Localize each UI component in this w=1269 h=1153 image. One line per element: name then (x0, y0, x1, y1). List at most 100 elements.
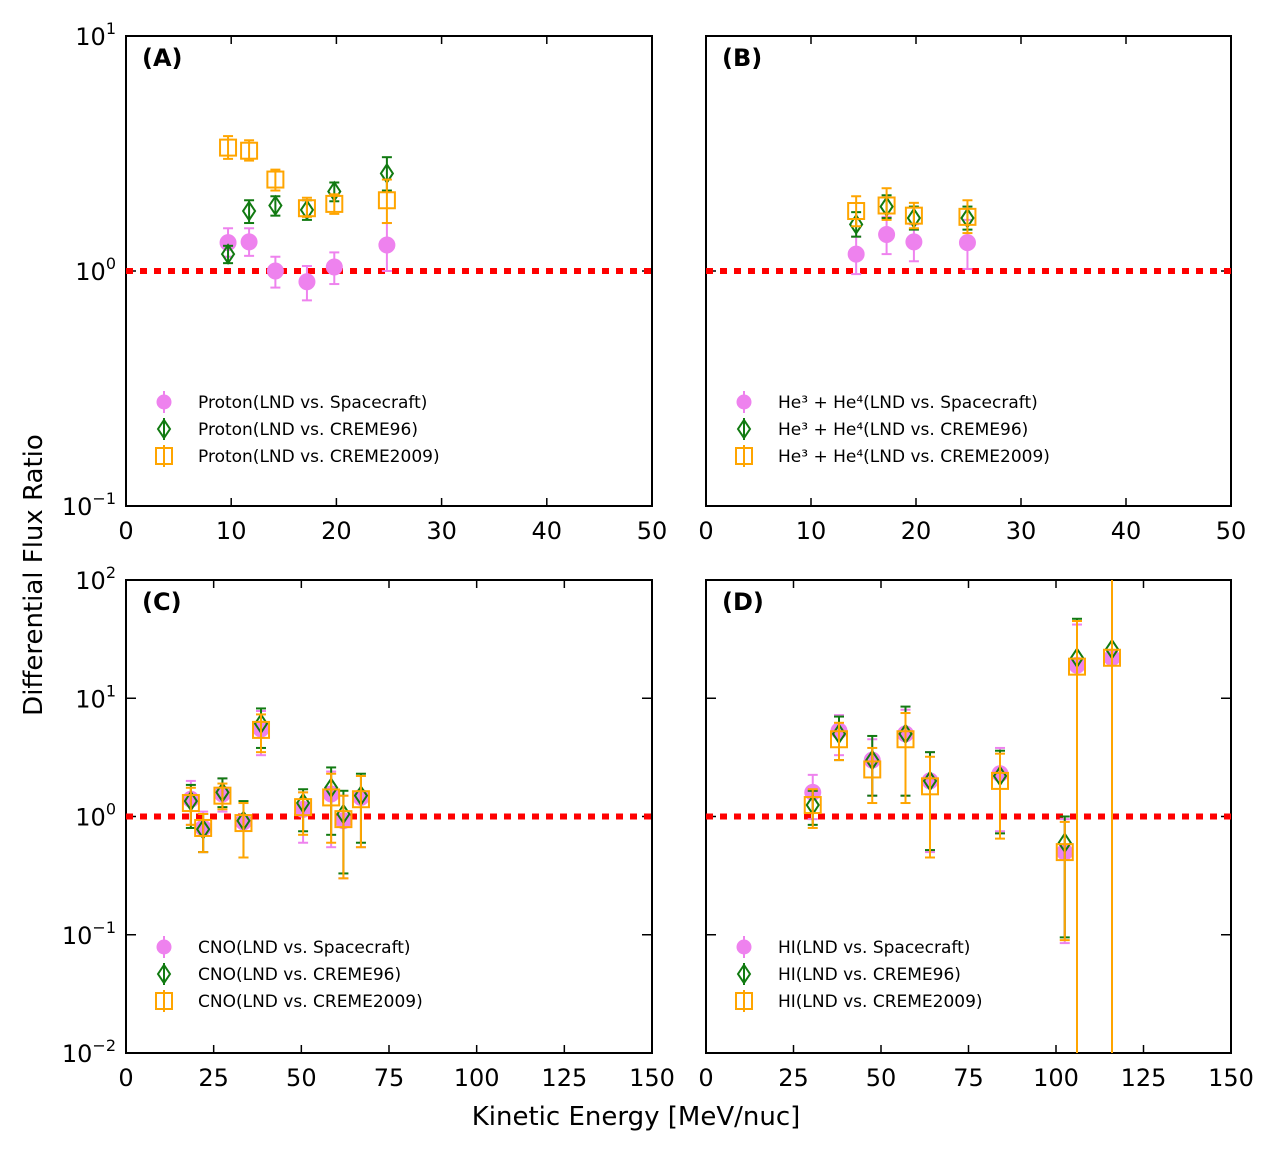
legend-marker (736, 394, 752, 410)
data-point (847, 202, 866, 221)
x-tick-label: 100 (1033, 1064, 1079, 1092)
y-tick-mantissa: 10 (75, 258, 106, 286)
series-circle (182, 710, 370, 880)
x-tick-label: 50 (286, 1064, 317, 1092)
panel-label: (D) (722, 588, 764, 616)
y-tick-mantissa: 10 (75, 685, 106, 713)
x-tick-label: 75 (953, 1064, 984, 1092)
data-point (268, 194, 283, 217)
y-axis-title: Differential Flux Ratio (19, 434, 49, 716)
data-point (241, 200, 257, 222)
x-tick-label: 0 (118, 517, 133, 545)
y-tick-label: 101 (75, 19, 116, 51)
x-tick-label: 25 (778, 1064, 809, 1092)
data-point (1103, 648, 1121, 667)
data-point (334, 810, 353, 829)
panel-label: (C) (142, 588, 182, 616)
data-point (863, 760, 882, 779)
y-tick-exponent: −2 (92, 1036, 116, 1055)
x-tick-label: 10 (796, 517, 827, 545)
data-point (377, 191, 396, 210)
x-tick-label: 150 (1208, 1064, 1254, 1092)
legend-label: Proton(LND vs. CREME2009) (198, 447, 440, 467)
data-point (266, 262, 284, 280)
data-point (958, 234, 976, 252)
legend-label: Proton(LND vs. Spacecraft) (198, 393, 427, 413)
data-point (830, 730, 848, 749)
legend-label: He³ + He⁴(LND vs. Spacecraft) (778, 393, 1038, 413)
legend-label: Proton(LND vs. CREME96) (198, 420, 418, 440)
data-point (299, 199, 315, 221)
legend-marker (156, 394, 172, 410)
x-tick-label: 75 (374, 1064, 405, 1092)
legend-label: CNO(LND vs. CREME2009) (198, 992, 423, 1012)
legend: He³ + He⁴(LND vs. Spacecraft) He³ + He⁴(L… (735, 391, 1050, 467)
x-tick-label: 30 (426, 517, 457, 545)
y-tick-mantissa: 10 (62, 922, 93, 950)
y-tick-exponent: 1 (106, 19, 116, 38)
legend-label: He³ + He⁴(LND vs. CREME96) (778, 420, 1028, 440)
x-tick-label: 20 (321, 517, 352, 545)
legend-label: HI(LND vs. Spacecraft) (778, 938, 970, 958)
y-tick-mantissa: 10 (62, 1040, 93, 1068)
data-point (294, 798, 313, 817)
legend-marker (735, 447, 753, 465)
series-circle (219, 222, 396, 302)
y-tick-label: 100 (75, 800, 116, 832)
legend-marker (736, 418, 752, 440)
data-point (351, 790, 370, 809)
legend-marker (156, 939, 172, 955)
data-point (322, 788, 341, 807)
legend-marker (155, 992, 173, 1010)
y-tick-mantissa: 10 (75, 804, 106, 832)
data-point (213, 786, 232, 805)
x-tick-label: 125 (541, 1064, 587, 1092)
x-tick-label: 40 (1111, 517, 1142, 545)
data-point (240, 233, 258, 251)
data-point (1068, 657, 1086, 676)
y-tick-label: 10−2 (62, 1036, 116, 1068)
y-tick-label: 100 (75, 254, 116, 286)
y-tick-exponent: −1 (92, 489, 116, 508)
data-point (234, 814, 253, 833)
legend-marker (735, 992, 753, 1010)
data-point (803, 796, 822, 815)
data-point (181, 794, 200, 813)
data-point (896, 730, 915, 749)
y-tick-exponent: 2 (106, 563, 116, 582)
y-tick-mantissa: 10 (75, 23, 106, 51)
data-point (325, 258, 343, 276)
data-point (958, 207, 977, 226)
legend-label: He³ + He⁴(LND vs. CREME2009) (778, 447, 1050, 467)
y-tick-exponent: 0 (106, 254, 116, 273)
x-tick-label: 150 (629, 1064, 675, 1092)
x-tick-label: 40 (532, 517, 563, 545)
data-point (220, 243, 236, 265)
y-tick-label: 102 (75, 563, 116, 595)
chart-panel-3: 0 25 50 75 100 125 15010−210−1100101102(C)CNO(… (62, 563, 675, 1092)
legend-label: HI(LND vs. CREME96) (778, 965, 961, 985)
x-tick-label: 25 (198, 1064, 229, 1092)
data-point (297, 199, 316, 218)
y-tick-exponent: −1 (92, 918, 116, 937)
panel-label: (B) (722, 44, 762, 72)
x-tick-label: 0 (698, 1064, 713, 1092)
x-tick-label: 10 (216, 517, 247, 545)
y-tick-exponent: 0 (106, 800, 116, 819)
legend-label: CNO(LND vs. CREME96) (198, 965, 401, 985)
x-tick-label: 50 (637, 517, 668, 545)
x-tick-label: 100 (454, 1064, 500, 1092)
y-tick-exponent: 1 (106, 681, 116, 700)
x-tick-label: 0 (118, 1064, 133, 1092)
data-point (921, 777, 939, 796)
legend: Proton(LND vs. Spacecraft) Proton(LND vs.… (155, 391, 440, 467)
legend: HI(LND vs. Spacecraft) HI(LND vs. CREME96… (735, 936, 983, 1012)
y-tick-label: 101 (75, 681, 116, 713)
data-point (194, 818, 213, 837)
series-square (803, 580, 1121, 1053)
x-tick-label: 20 (901, 517, 932, 545)
y-tick-mantissa: 10 (75, 567, 106, 595)
data-point (266, 170, 285, 189)
